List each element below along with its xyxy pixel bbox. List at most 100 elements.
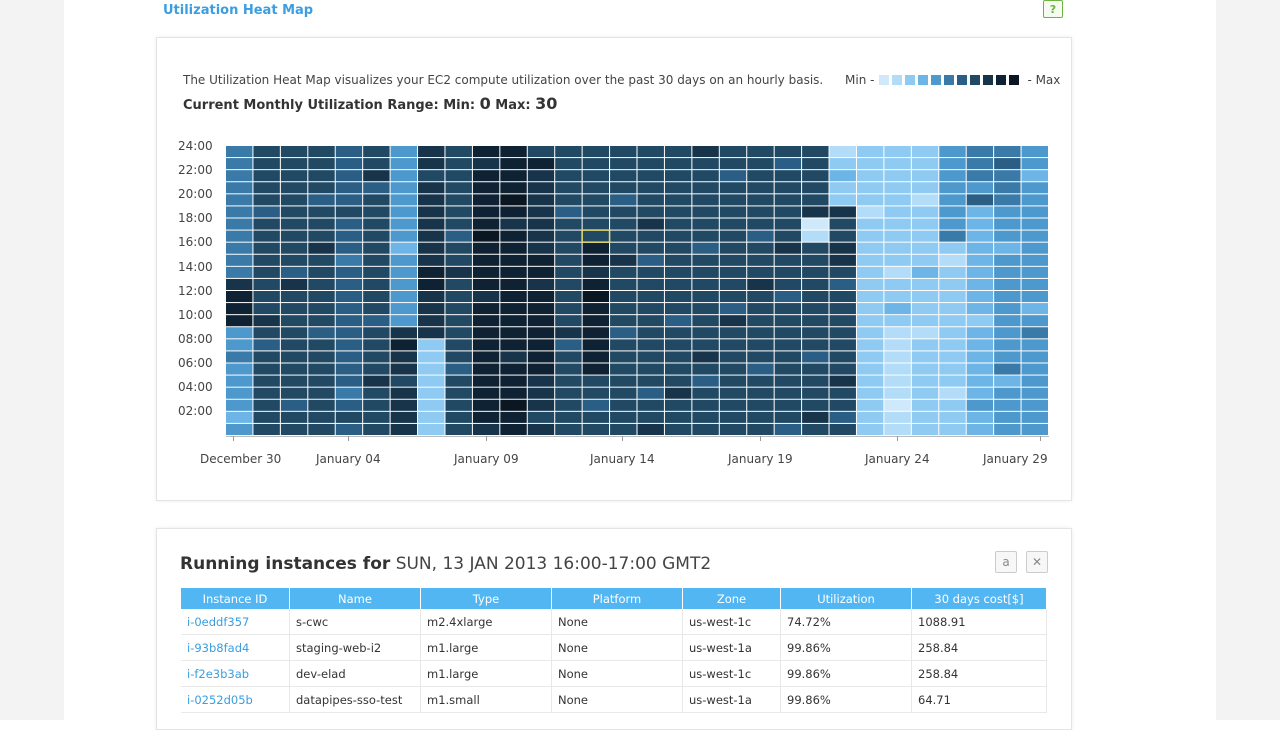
heatmap-cell[interactable] bbox=[884, 303, 911, 315]
heatmap-cell[interactable] bbox=[253, 254, 280, 266]
heatmap-cell[interactable] bbox=[911, 170, 939, 182]
heatmap-cell[interactable] bbox=[774, 339, 802, 351]
heatmap-cell[interactable] bbox=[911, 146, 939, 158]
heatmap-cell[interactable] bbox=[280, 339, 308, 351]
heatmap-cell[interactable] bbox=[226, 363, 253, 375]
heatmap-cell[interactable] bbox=[994, 423, 1021, 435]
heatmap-cell[interactable] bbox=[280, 230, 308, 242]
heatmap-cell[interactable] bbox=[747, 254, 774, 266]
heatmap-cell[interactable] bbox=[610, 278, 637, 290]
instance-id-link[interactable]: i-0eddf357 bbox=[181, 609, 290, 635]
heatmap-cell[interactable] bbox=[856, 170, 884, 182]
heatmap-cell[interactable] bbox=[390, 230, 418, 242]
heatmap-cell[interactable] bbox=[719, 266, 747, 278]
heatmap-cell[interactable] bbox=[637, 230, 664, 242]
heatmap-cell[interactable] bbox=[884, 158, 911, 170]
heatmap-cell[interactable] bbox=[610, 218, 637, 230]
heatmap-cell[interactable] bbox=[692, 146, 719, 158]
heatmap-cell[interactable] bbox=[966, 291, 994, 303]
heatmap-cell[interactable] bbox=[1021, 339, 1048, 351]
heatmap-cell[interactable] bbox=[582, 375, 610, 387]
heatmap-cell[interactable] bbox=[966, 339, 994, 351]
heatmap-cell[interactable] bbox=[390, 339, 418, 351]
heatmap-cell[interactable] bbox=[555, 303, 582, 315]
heatmap-cell[interactable] bbox=[610, 206, 637, 218]
heatmap-cell[interactable] bbox=[253, 363, 280, 375]
heatmap-cell[interactable] bbox=[363, 278, 390, 290]
heatmap-cell[interactable] bbox=[555, 218, 582, 230]
heatmap-cell[interactable] bbox=[582, 387, 610, 399]
heatmap-cell[interactable] bbox=[363, 170, 390, 182]
heatmap-cell[interactable] bbox=[445, 363, 472, 375]
heatmap-cell[interactable] bbox=[719, 423, 747, 435]
heatmap-cell[interactable] bbox=[774, 351, 802, 363]
heatmap-cell[interactable] bbox=[802, 194, 829, 206]
heatmap-cell[interactable] bbox=[966, 315, 994, 327]
heatmap-cell[interactable] bbox=[994, 170, 1021, 182]
heatmap-cell[interactable] bbox=[719, 291, 747, 303]
heatmap-cell[interactable] bbox=[747, 423, 774, 435]
heatmap-cell[interactable] bbox=[472, 278, 500, 290]
heatmap-cell[interactable] bbox=[472, 375, 500, 387]
heatmap-cell[interactable] bbox=[445, 291, 472, 303]
heatmap-cell[interactable] bbox=[994, 230, 1021, 242]
heatmap-cell[interactable] bbox=[363, 303, 390, 315]
heatmap-cell[interactable] bbox=[226, 146, 253, 158]
heatmap-cell[interactable] bbox=[472, 315, 500, 327]
heatmap-cell[interactable] bbox=[692, 411, 719, 423]
heatmap-cell[interactable] bbox=[582, 182, 610, 194]
heatmap-cell[interactable] bbox=[911, 278, 939, 290]
heatmap-cell[interactable] bbox=[335, 351, 363, 363]
heatmap-cell[interactable] bbox=[719, 218, 747, 230]
heatmap-cell[interactable] bbox=[335, 194, 363, 206]
heatmap-cell[interactable] bbox=[610, 194, 637, 206]
heatmap-cell[interactable] bbox=[500, 230, 527, 242]
heatmap-cell[interactable] bbox=[226, 194, 253, 206]
heatmap-cell[interactable] bbox=[280, 206, 308, 218]
heatmap-cell[interactable] bbox=[747, 303, 774, 315]
heatmap-cell[interactable] bbox=[994, 315, 1021, 327]
heatmap-cell[interactable] bbox=[418, 399, 445, 411]
heatmap-cell[interactable] bbox=[445, 375, 472, 387]
heatmap-cell[interactable] bbox=[226, 423, 253, 435]
heatmap-cell[interactable] bbox=[280, 303, 308, 315]
heatmap-cell[interactable] bbox=[500, 278, 527, 290]
heatmap-cell[interactable] bbox=[253, 230, 280, 242]
heatmap-cell[interactable] bbox=[994, 339, 1021, 351]
heatmap-cell[interactable] bbox=[719, 278, 747, 290]
heatmap-cell[interactable] bbox=[856, 158, 884, 170]
heatmap-cell[interactable] bbox=[719, 339, 747, 351]
heatmap-cell[interactable] bbox=[445, 206, 472, 218]
heatmap-cell[interactable] bbox=[555, 351, 582, 363]
heatmap-cell[interactable] bbox=[1021, 315, 1048, 327]
heatmap-cell[interactable] bbox=[939, 230, 966, 242]
heatmap-cell[interactable] bbox=[308, 266, 335, 278]
heatmap-cell[interactable] bbox=[390, 363, 418, 375]
heatmap-cell[interactable] bbox=[418, 411, 445, 423]
heatmap-cell[interactable] bbox=[610, 375, 637, 387]
heatmap-cell[interactable] bbox=[418, 194, 445, 206]
heatmap-cell[interactable] bbox=[719, 182, 747, 194]
heatmap-cell[interactable] bbox=[802, 423, 829, 435]
heatmap-cell[interactable] bbox=[664, 339, 692, 351]
heatmap-cell[interactable] bbox=[582, 206, 610, 218]
heatmap-cell[interactable] bbox=[856, 363, 884, 375]
heatmap-cell[interactable] bbox=[719, 315, 747, 327]
heatmap-cell[interactable] bbox=[664, 363, 692, 375]
heatmap-cell[interactable] bbox=[637, 423, 664, 435]
heatmap-cell[interactable] bbox=[802, 242, 829, 254]
heatmap-cell[interactable] bbox=[1021, 206, 1048, 218]
heatmap-cell[interactable] bbox=[884, 278, 911, 290]
heatmap-cell[interactable] bbox=[747, 242, 774, 254]
heatmap-cell[interactable] bbox=[692, 182, 719, 194]
heatmap-cell[interactable] bbox=[335, 375, 363, 387]
heatmap-cell[interactable] bbox=[692, 266, 719, 278]
heatmap-cell[interactable] bbox=[363, 230, 390, 242]
heatmap-cell[interactable] bbox=[802, 278, 829, 290]
heatmap-cell[interactable] bbox=[829, 339, 856, 351]
heatmap-cell[interactable] bbox=[335, 411, 363, 423]
heatmap-cell[interactable] bbox=[335, 327, 363, 339]
heatmap-cell[interactable] bbox=[884, 411, 911, 423]
heatmap-cell[interactable] bbox=[582, 363, 610, 375]
heatmap-cell[interactable] bbox=[445, 339, 472, 351]
